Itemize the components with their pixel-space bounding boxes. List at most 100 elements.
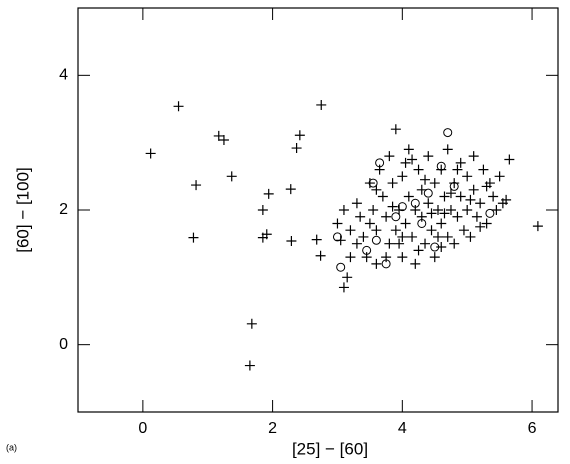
plus-point (394, 238, 405, 249)
plus-point (345, 252, 356, 263)
plus-point (433, 205, 443, 215)
plus-point (397, 231, 408, 242)
plus-point (426, 208, 437, 219)
circle-point (449, 181, 459, 191)
plus-point (173, 101, 184, 112)
plus-point (384, 238, 395, 249)
plus-point (261, 229, 272, 240)
plus-point (311, 234, 322, 245)
circle-point (375, 158, 385, 168)
x-axis-title: [25] − [60] (292, 439, 368, 458)
plus-point (458, 225, 469, 236)
plus-point (436, 164, 447, 175)
plus-point (465, 231, 476, 242)
plus-point (413, 245, 424, 256)
panel-label: (a) (6, 442, 17, 452)
plus-point (436, 218, 447, 229)
plus-point (478, 164, 489, 175)
plus-point (394, 205, 405, 215)
plus-point (315, 250, 326, 261)
plus-point (403, 144, 414, 155)
circle-point (336, 262, 346, 272)
plus-point (455, 191, 466, 202)
plus-point (355, 211, 366, 222)
plus-point (410, 205, 421, 215)
plus-point (286, 235, 297, 246)
plus-point (436, 242, 447, 253)
plus-point (316, 99, 327, 110)
plus-point (381, 252, 392, 263)
plus-point (368, 205, 379, 215)
circle-point (417, 218, 427, 228)
plus-point (244, 360, 255, 371)
plus-point (416, 211, 427, 222)
plus-point (433, 231, 443, 242)
plus-point (371, 258, 382, 269)
plus-point (145, 148, 156, 159)
circle-point (485, 208, 495, 218)
plus-point (429, 178, 440, 189)
plus-point (416, 184, 427, 195)
plus-point (387, 201, 398, 212)
plus-point (191, 180, 202, 191)
circle-point (436, 161, 446, 171)
plus-point (338, 205, 349, 215)
plus-point (371, 225, 382, 236)
x-tick-label: 6 (528, 420, 537, 437)
plus-point (439, 191, 450, 202)
plus-point (342, 272, 353, 283)
plus-point (413, 164, 424, 175)
plus-point (426, 225, 437, 236)
plus-point (377, 191, 388, 202)
plus-point (452, 211, 463, 222)
plus-point (475, 198, 486, 209)
plus-point (390, 124, 401, 135)
plus-point (442, 231, 453, 242)
plus-point (335, 235, 346, 246)
plus-point (294, 130, 305, 141)
plus-point (390, 225, 401, 236)
circle-point (443, 128, 453, 138)
plus-point (381, 211, 392, 222)
plus-point (285, 184, 296, 195)
plus-point (397, 171, 408, 182)
plus-point (449, 238, 460, 249)
plus-point (468, 184, 479, 195)
y-axis-title: [60] − [100] (13, 167, 32, 253)
plus-point (442, 144, 453, 155)
plus-point (351, 198, 362, 209)
plus-point (338, 282, 349, 293)
plus-point (345, 225, 356, 236)
circle-point (381, 259, 391, 269)
plus-point (291, 143, 302, 154)
x-tick-label: 2 (268, 420, 277, 437)
plus-point (471, 211, 482, 222)
circle-point (362, 245, 372, 255)
circle-point (332, 232, 342, 242)
plus-point (371, 184, 382, 195)
plus-point (501, 194, 512, 205)
plot-frame (77, 7, 559, 413)
plus-point (465, 194, 476, 205)
plus-point (410, 258, 421, 269)
circle-point (430, 242, 440, 252)
plus-point (494, 171, 505, 182)
plus-point (407, 231, 418, 242)
plus-point (218, 134, 229, 145)
plus-point (407, 154, 418, 165)
plus-point (420, 174, 431, 185)
plus-point (468, 151, 479, 162)
plus-point (364, 178, 375, 189)
plus-point (481, 181, 492, 192)
plus-point (462, 171, 473, 182)
plus-point (455, 157, 466, 168)
circle-point (397, 202, 407, 212)
y-tick-label: 0 (59, 336, 68, 353)
plus-point (188, 232, 199, 243)
circle-point (410, 198, 420, 208)
plus-point (504, 154, 515, 165)
plus-point (445, 188, 456, 199)
circle-point (368, 178, 378, 188)
plus-point (226, 171, 237, 182)
